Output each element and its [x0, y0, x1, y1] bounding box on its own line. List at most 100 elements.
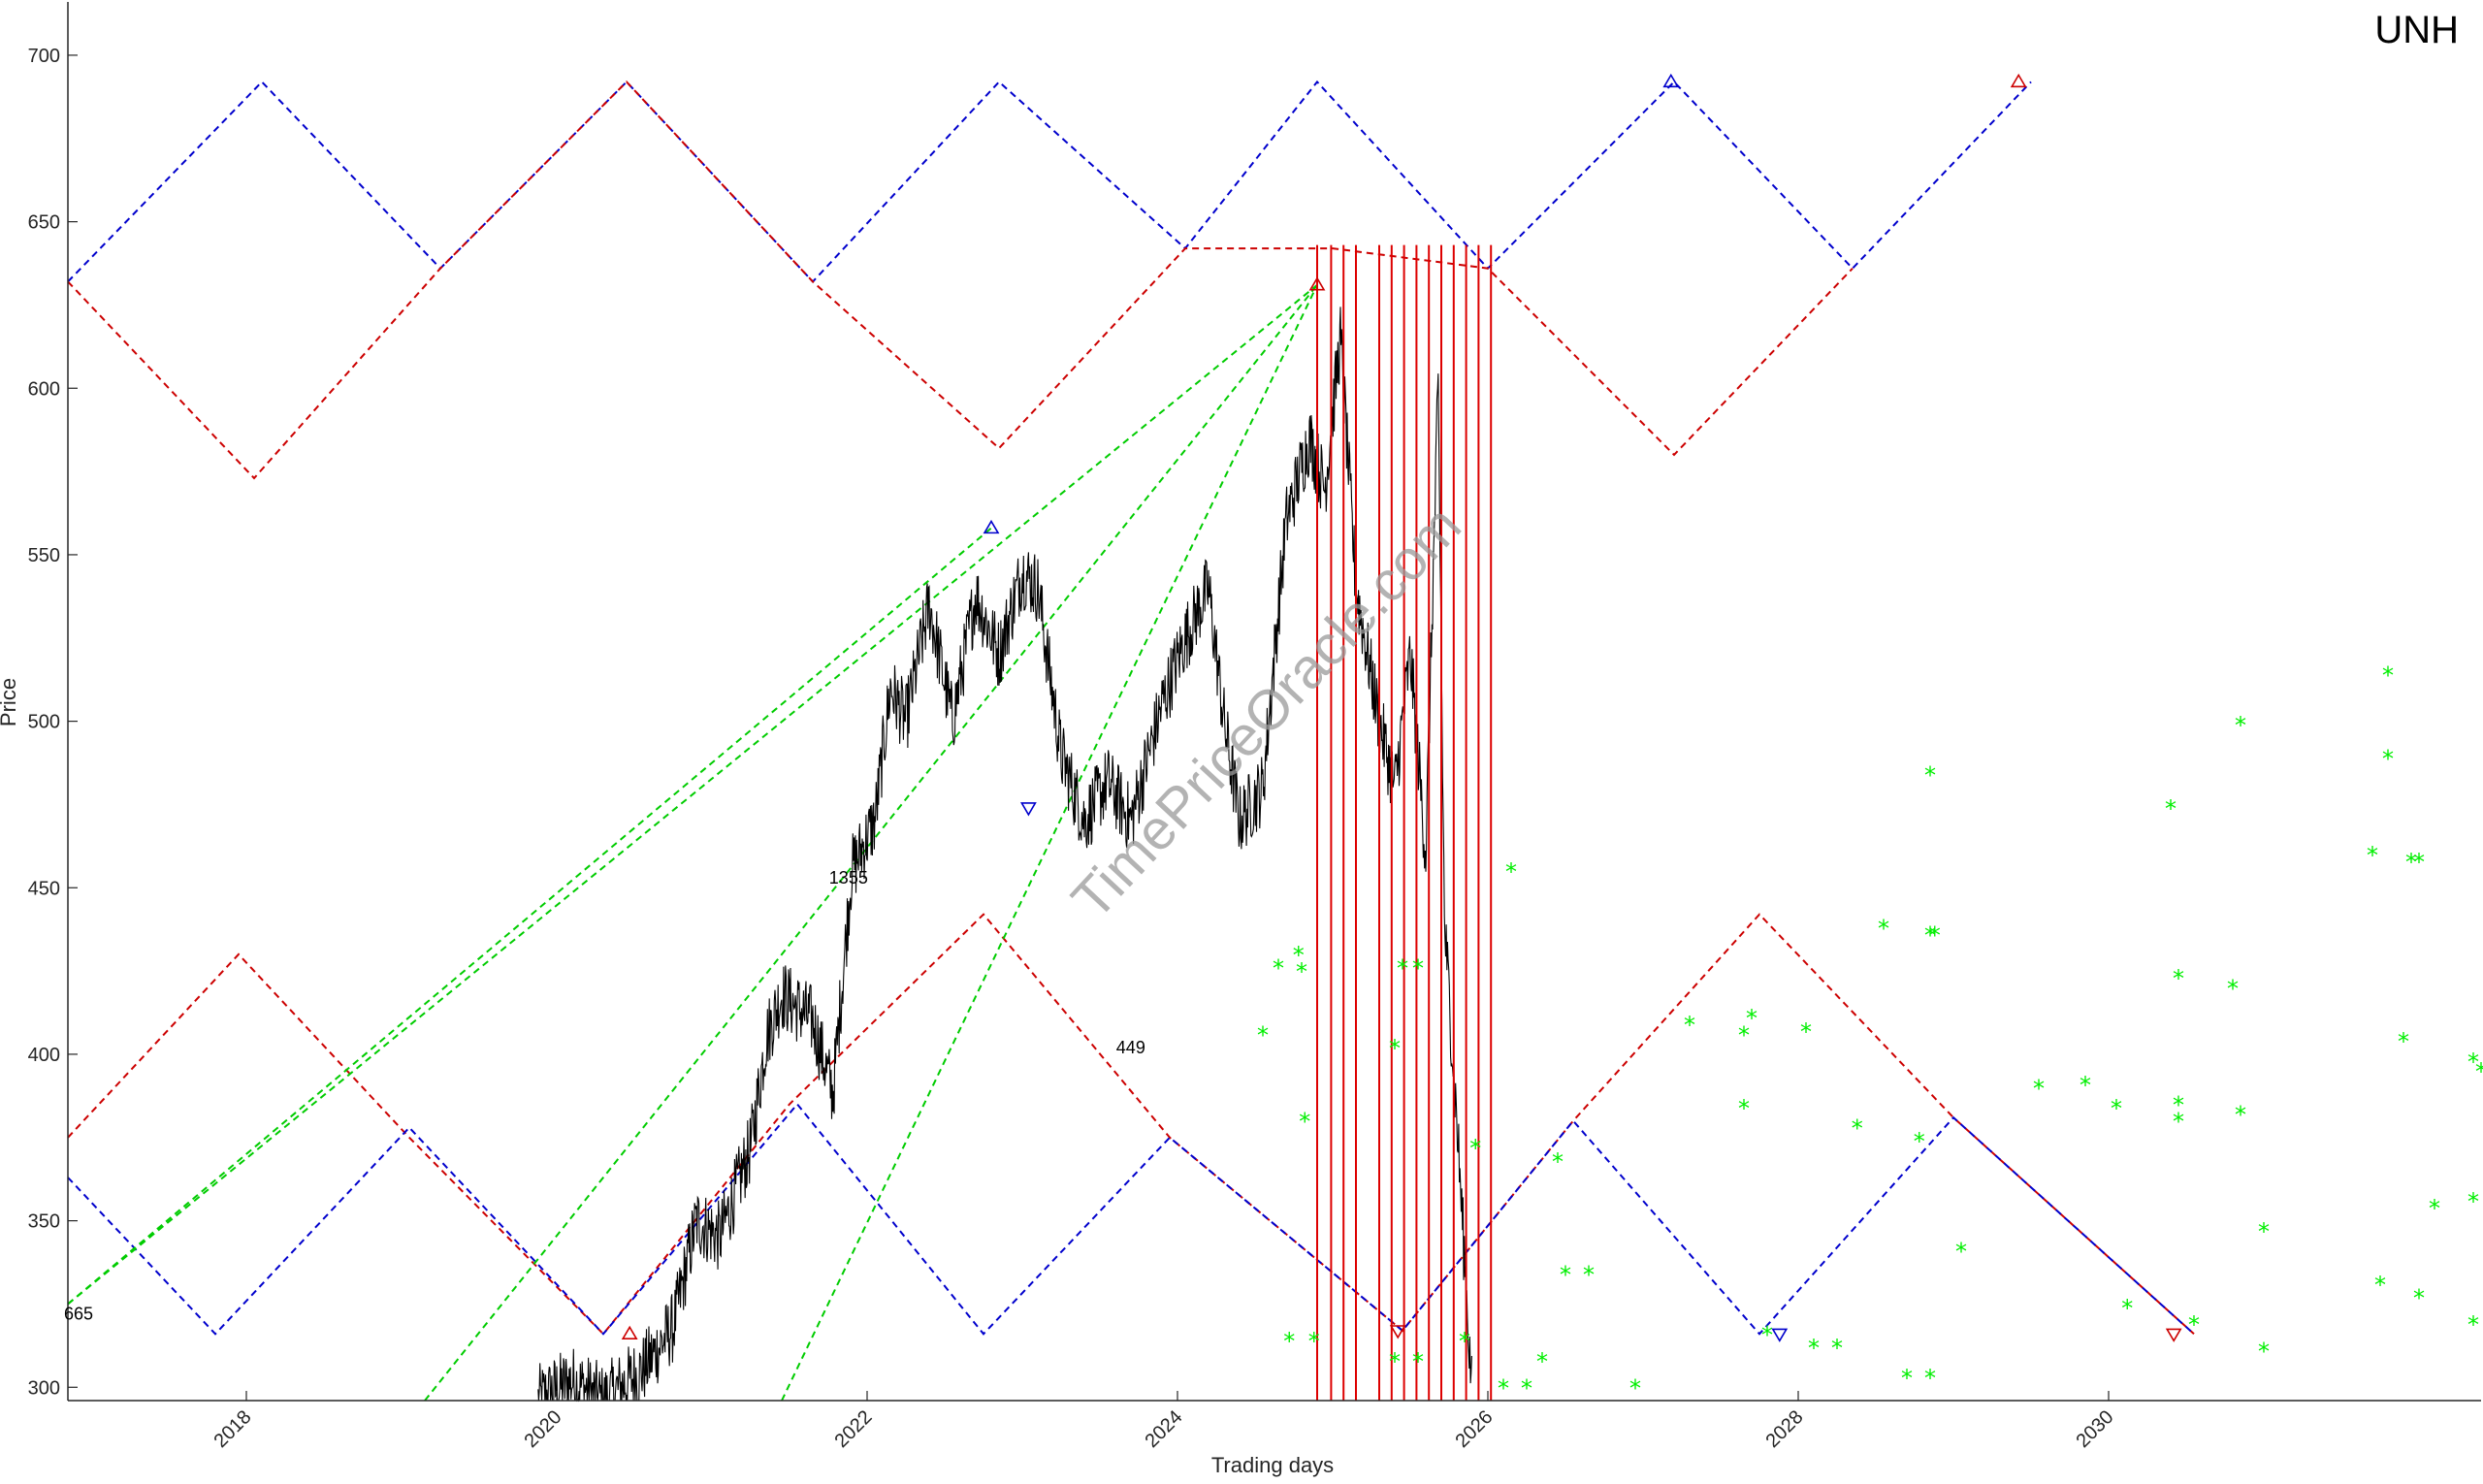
y-tick-label: 450 [28, 878, 60, 899]
cycle-vertical-lines [1316, 244, 1493, 1401]
forecast-point: * [2382, 662, 2394, 690]
watermark: TimePriceOracle.com [1060, 494, 1473, 931]
forecast-point: * [1505, 858, 1517, 886]
forecast-point: * [1738, 1095, 1750, 1122]
forecast-point: * [1498, 1374, 1509, 1402]
forecast-point: * [2405, 849, 2417, 876]
forecast-point: * [1257, 1021, 1269, 1048]
price-series [537, 306, 1472, 1403]
annotation-label: 1355 [829, 868, 868, 887]
forecast-point: * [2367, 842, 2378, 869]
forecast-point: * [1389, 1035, 1401, 1062]
forecast-point: * [1852, 1114, 1863, 1142]
lower-red-zigzag [67, 913, 2195, 1336]
peak-marker [621, 1325, 638, 1340]
y-tick-label: 700 [28, 46, 60, 67]
forecast-point: * [1629, 1374, 1641, 1402]
fan-line [67, 284, 1318, 1306]
forecast-point: * [2475, 1058, 2483, 1085]
forecast-point: * [1800, 1018, 1812, 1046]
y-tick-label: 300 [28, 1377, 60, 1399]
x-tick-label: 2024 [1142, 1406, 1187, 1452]
forecast-point: * [2467, 1048, 2479, 1076]
forecast-point: * [1761, 1321, 1773, 1348]
forecast-point: * [2080, 1072, 2091, 1099]
y-tick-label: 400 [28, 1045, 60, 1066]
forecast-point: * [1412, 955, 1424, 983]
forecast-point: * [1459, 1328, 1470, 1355]
peak-marker [1308, 276, 1326, 291]
forecast-points: * * * * * * * * * * * * * * * * * * * * * * * * * * * * * * * * * * * * * * * *… [1257, 662, 2483, 1403]
forecast-point: * [1684, 1012, 1695, 1039]
forecast-point: * [1296, 958, 1307, 985]
forecast-point: * [2398, 1028, 2409, 1055]
forecast-point: * [1308, 1328, 1320, 1355]
forecast-point: * [2374, 1272, 2386, 1299]
forecast-point: * [2467, 1188, 2479, 1215]
zigzag-bands [67, 80, 2195, 1336]
price-line [537, 306, 1472, 1403]
forecast-point: * [1536, 1348, 1548, 1375]
forecast-point: * [1552, 1148, 1564, 1176]
y-tick-label: 350 [28, 1211, 60, 1233]
x-tick-label: 2026 [1452, 1406, 1498, 1452]
x-tick-label: 2022 [831, 1406, 877, 1452]
annotation-label: 449 [1116, 1038, 1145, 1057]
forecast-point: * [1746, 1005, 1757, 1032]
forecast-point: * [1389, 1348, 1401, 1375]
trough-marker [1771, 1328, 1789, 1342]
chart-text: UNH Trading days Price TimePriceOracle.c… [0, 9, 2459, 1477]
forecast-point: * [1583, 1262, 1595, 1289]
forecast-point: * [1521, 1374, 1532, 1402]
y-tick-label: 500 [28, 712, 60, 733]
lower-blue-zigzag [67, 1102, 2195, 1336]
forecast-point: * [1914, 1128, 1925, 1155]
forecast-point: * [2258, 1339, 2270, 1366]
forecast-point: * [2235, 1102, 2246, 1129]
x-tick-label: 2020 [521, 1406, 566, 1452]
forecast-point: * [1560, 1262, 1571, 1289]
x-tick-label: 2030 [2073, 1406, 2118, 1452]
upper-blue-zigzag [67, 80, 2032, 283]
forecast-point: * [1924, 762, 1936, 790]
forecast-point: * [1412, 1348, 1424, 1375]
fan-line [67, 527, 992, 1306]
forecast-point: * [2467, 1311, 2479, 1339]
forecast-point: * [2111, 1095, 2122, 1122]
upper-red-zigzag [67, 80, 1854, 480]
trough-marker [1020, 802, 1037, 817]
x-axis-title: Trading days [1211, 1453, 1334, 1477]
forecast-point: * [2173, 1109, 2184, 1136]
forecast-point: * [1878, 915, 1889, 942]
peak-marker [1662, 73, 1680, 88]
y-tick-label: 550 [28, 545, 60, 566]
annotation-label: 665 [64, 1305, 93, 1324]
forecast-point: * [2413, 1285, 2425, 1312]
forecast-point: * [2235, 712, 2246, 739]
y-tick-label: 650 [28, 212, 60, 234]
forecast-point: * [2258, 1218, 2270, 1245]
fan-line [781, 284, 1318, 1402]
forecast-point: * [1901, 1365, 1913, 1392]
y-axis-title: Price [0, 678, 20, 726]
trough-marker [2165, 1328, 2182, 1342]
forecast-point: * [1955, 1239, 1967, 1266]
forecast-point: * [2165, 795, 2177, 823]
forecast-point: * [1924, 1365, 1936, 1392]
forecast-point: * [1738, 1021, 1750, 1048]
turn-markers [621, 73, 2182, 1342]
forecast-point: * [2173, 1091, 2184, 1118]
peak-marker [983, 519, 1000, 534]
forecast-point: * [1397, 955, 1408, 983]
forecast-point: * [2033, 1075, 2045, 1102]
forecast-point: * [2227, 975, 2239, 1002]
forecast-point: * [1293, 942, 1305, 969]
forecast-point: * [1924, 921, 1936, 949]
forecast-point: * [1299, 1109, 1310, 1136]
x-tick-label: 2018 [210, 1406, 256, 1452]
trough-marker [1389, 1325, 1406, 1339]
forecast-point: * [2429, 1195, 2440, 1222]
forecast-point: * [2173, 965, 2184, 992]
forecast-point: * [2121, 1295, 2133, 1322]
